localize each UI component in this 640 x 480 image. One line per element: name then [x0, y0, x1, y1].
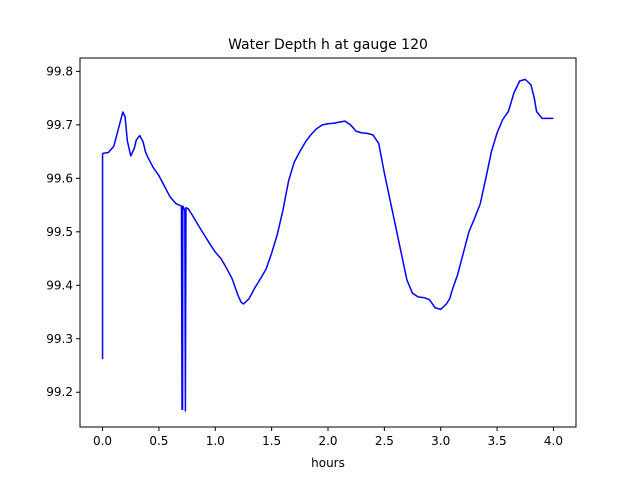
x-tick-label: 0.5 [149, 434, 168, 448]
x-tick-label: 4.0 [544, 434, 563, 448]
x-tick-label: 3.5 [488, 434, 507, 448]
y-tick-label: 99.4 [46, 278, 73, 292]
y-tick-label: 99.8 [46, 64, 73, 78]
y-tick-label: 99.3 [46, 332, 73, 346]
series-line-0 [101, 78, 554, 412]
series-group [101, 78, 554, 412]
x-tick-label: 0.0 [93, 434, 112, 448]
x-tick-label: 3.0 [431, 434, 450, 448]
x-tick-label: 1.0 [206, 434, 225, 448]
x-tick-label: 2.0 [318, 434, 337, 448]
y-tick-label: 99.5 [46, 225, 73, 239]
x-axis-label: hours [311, 456, 345, 470]
y-tick-label: 99.6 [46, 171, 73, 185]
x-tick-label: 1.5 [262, 434, 281, 448]
x-axis: 0.0 0.5 1.0 1.5 2.0 2.5 3.0 3.5 4.0 [93, 427, 563, 448]
y-tick-label: 99.7 [46, 118, 73, 132]
y-axis: 99.2 99.3 99.4 99.5 99.6 99.7 99.8 [46, 64, 80, 399]
x-tick-label: 2.5 [375, 434, 394, 448]
y-tick-label: 99.2 [46, 385, 73, 399]
chart-title: Water Depth h at gauge 120 [228, 37, 428, 53]
